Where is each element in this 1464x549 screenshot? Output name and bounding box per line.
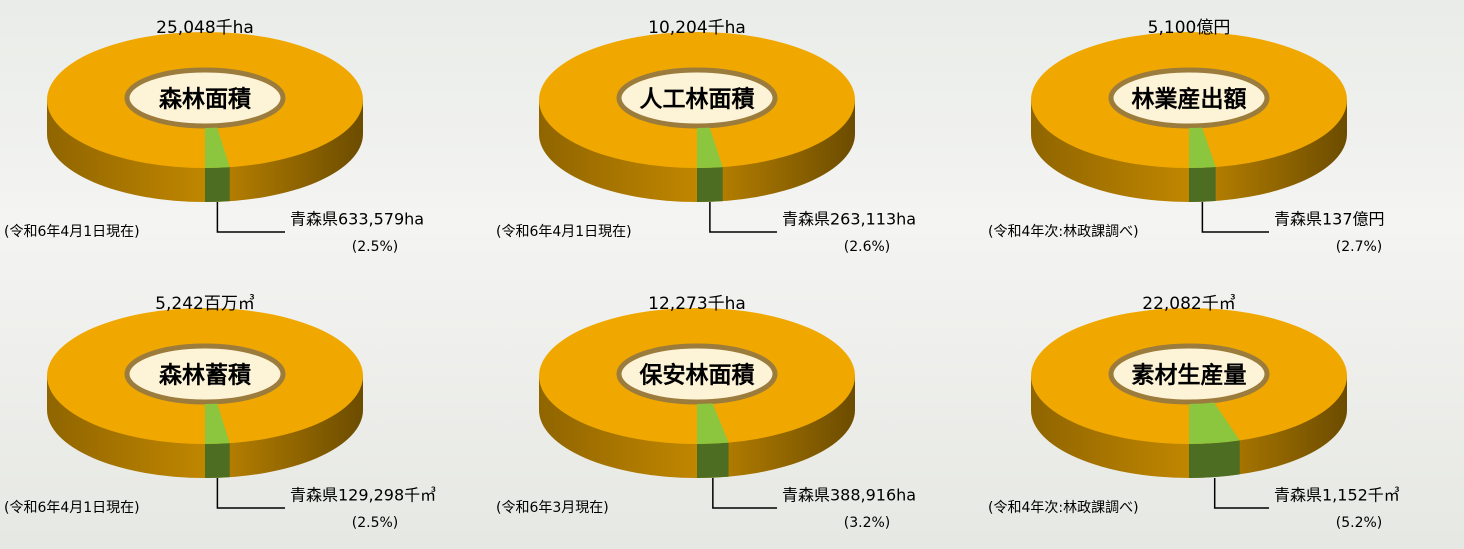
slice-value-label: (2.5%)	[352, 239, 399, 255]
slice-side	[1189, 167, 1216, 202]
slice-label: 青森県137億円	[1274, 210, 1385, 229]
slice-label: 青森県1,152千㎥	[1274, 486, 1400, 505]
total-label: 12,273千ha	[648, 294, 746, 314]
slice-side	[205, 443, 230, 478]
leader-line	[217, 202, 285, 232]
note: (令和4年次:林政課調べ)	[988, 500, 1139, 516]
chart: 25,048千ha 森林面積青森県633,579ha (2.5%) (令和6年4月1日…	[0, 0, 1464, 549]
slice-label: 青森県129,298千㎥	[290, 486, 436, 505]
total-label: 5,100億円	[1148, 18, 1231, 38]
slice-value-label: (3.2%)	[844, 515, 891, 531]
note: (令和6年4月1日現在)	[4, 500, 140, 516]
slice-value-label: (5.2%)	[1336, 515, 1383, 531]
total-label: 5,242百万㎥	[155, 294, 255, 314]
note: (令和6年4月1日現在)	[496, 224, 632, 240]
slice-label: 青森県633,579ha	[290, 210, 424, 229]
leader-line	[1215, 478, 1269, 508]
total-label: 25,048千ha	[156, 18, 254, 38]
center-title: 人工林面積	[640, 86, 756, 113]
total-label: 10,204千ha	[648, 18, 746, 38]
note: (令和6年4月1日現在)	[4, 224, 140, 240]
center-title: 保安林面積	[639, 362, 756, 389]
leader-line	[713, 478, 777, 508]
note: (令和4年次:林政課調べ)	[988, 224, 1139, 240]
slice-label: 青森県388,916ha	[782, 486, 916, 505]
center-title: 林業産出額	[1132, 86, 1247, 113]
slice-label: 青森県263,113ha	[782, 210, 916, 229]
slice-value-label: (2.6%)	[844, 239, 891, 255]
center-title: 森林面積	[159, 86, 252, 113]
center-title: 森林蓄積	[159, 362, 252, 389]
slice-side	[697, 443, 729, 478]
slice-side	[697, 167, 723, 202]
leader-line	[217, 478, 285, 508]
slice-side	[205, 167, 230, 202]
slice-side	[1189, 440, 1240, 478]
slice-value-label: (2.5%)	[352, 515, 399, 531]
slice-value-label: (2.7%)	[1336, 239, 1383, 255]
leader-line	[710, 202, 777, 232]
total-label: 22,082千㎥	[1142, 294, 1235, 314]
center-title: 素材生産量	[1132, 362, 1247, 389]
note: (令和6年3月現在)	[496, 500, 609, 516]
leader-line	[1202, 202, 1269, 232]
